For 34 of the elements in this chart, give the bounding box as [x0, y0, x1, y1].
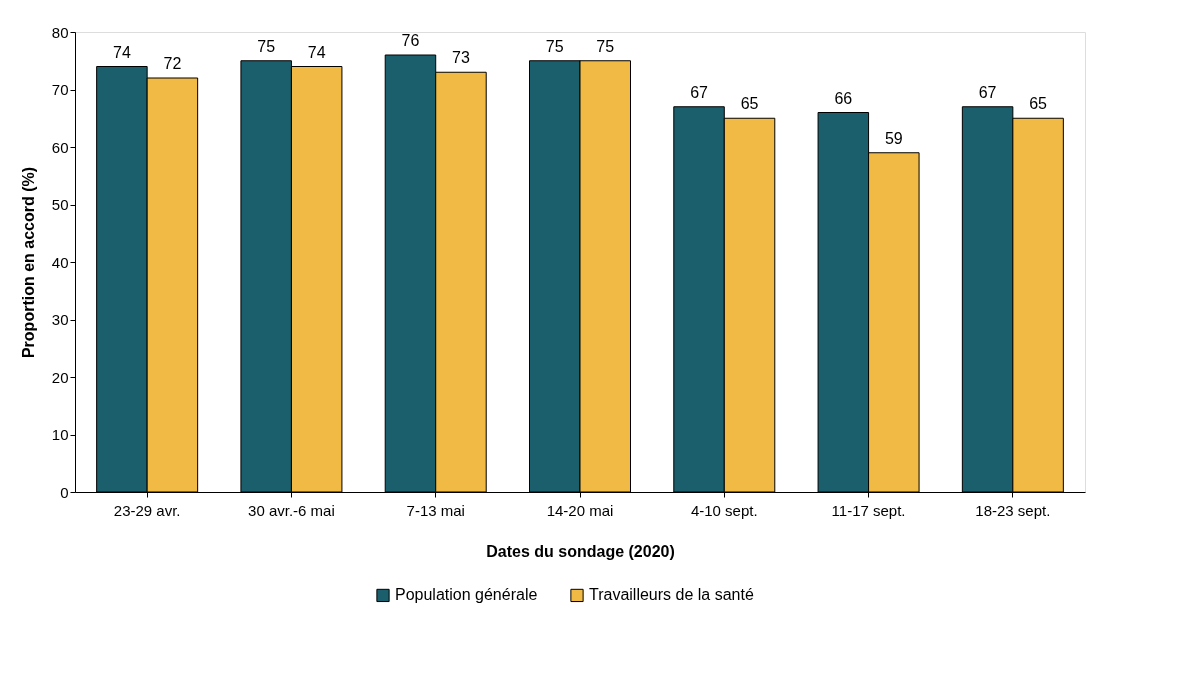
- x-tick-label: 14-20 mai: [546, 501, 614, 519]
- legend-label: Travailleurs de la santé: [589, 586, 754, 604]
- x-axis-title: Dates du sondage (2020): [486, 542, 675, 560]
- x-tick-label: 30 avr.-6 mai: [248, 501, 335, 519]
- x-tick-label: 7-13 mai: [406, 501, 465, 519]
- data-label: 65: [740, 95, 759, 113]
- x-tick-label: 18-23 sept.: [975, 501, 1051, 519]
- y-tick-label: 50: [51, 196, 69, 213]
- y-axis-title: Proportion en accord (%): [19, 166, 37, 359]
- y-tick-label: 20: [51, 368, 69, 386]
- x-tick-label: 23-29 avr.: [113, 501, 181, 519]
- data-label: 73: [452, 49, 470, 67]
- data-label: 74: [112, 43, 131, 61]
- legend-label: Population générale: [395, 586, 538, 604]
- y-tick-label: 80: [51, 23, 69, 41]
- data-label: 72: [163, 55, 182, 72]
- data-label: 75: [545, 37, 564, 55]
- x-tick-label: 11-17 sept.: [831, 501, 906, 519]
- data-label: 65: [1029, 95, 1048, 113]
- data-label: 74: [307, 43, 326, 61]
- y-tick-label: 10: [51, 426, 69, 443]
- data-label: 76: [401, 32, 420, 49]
- data-label: 67: [690, 83, 709, 101]
- data-label: 67: [978, 83, 997, 101]
- y-tick-label: 30: [51, 311, 69, 328]
- data-label: 66: [834, 89, 853, 107]
- y-tick-label: 40: [51, 253, 69, 271]
- data-label: 59: [884, 129, 903, 147]
- y-tick-label: 70: [51, 81, 69, 98]
- data-label: 75: [596, 37, 615, 55]
- y-tick-label: 60: [51, 138, 69, 156]
- y-tick-label: 0: [60, 483, 69, 501]
- data-label: 75: [257, 37, 276, 55]
- x-tick-label: 4-10 sept.: [690, 501, 758, 519]
